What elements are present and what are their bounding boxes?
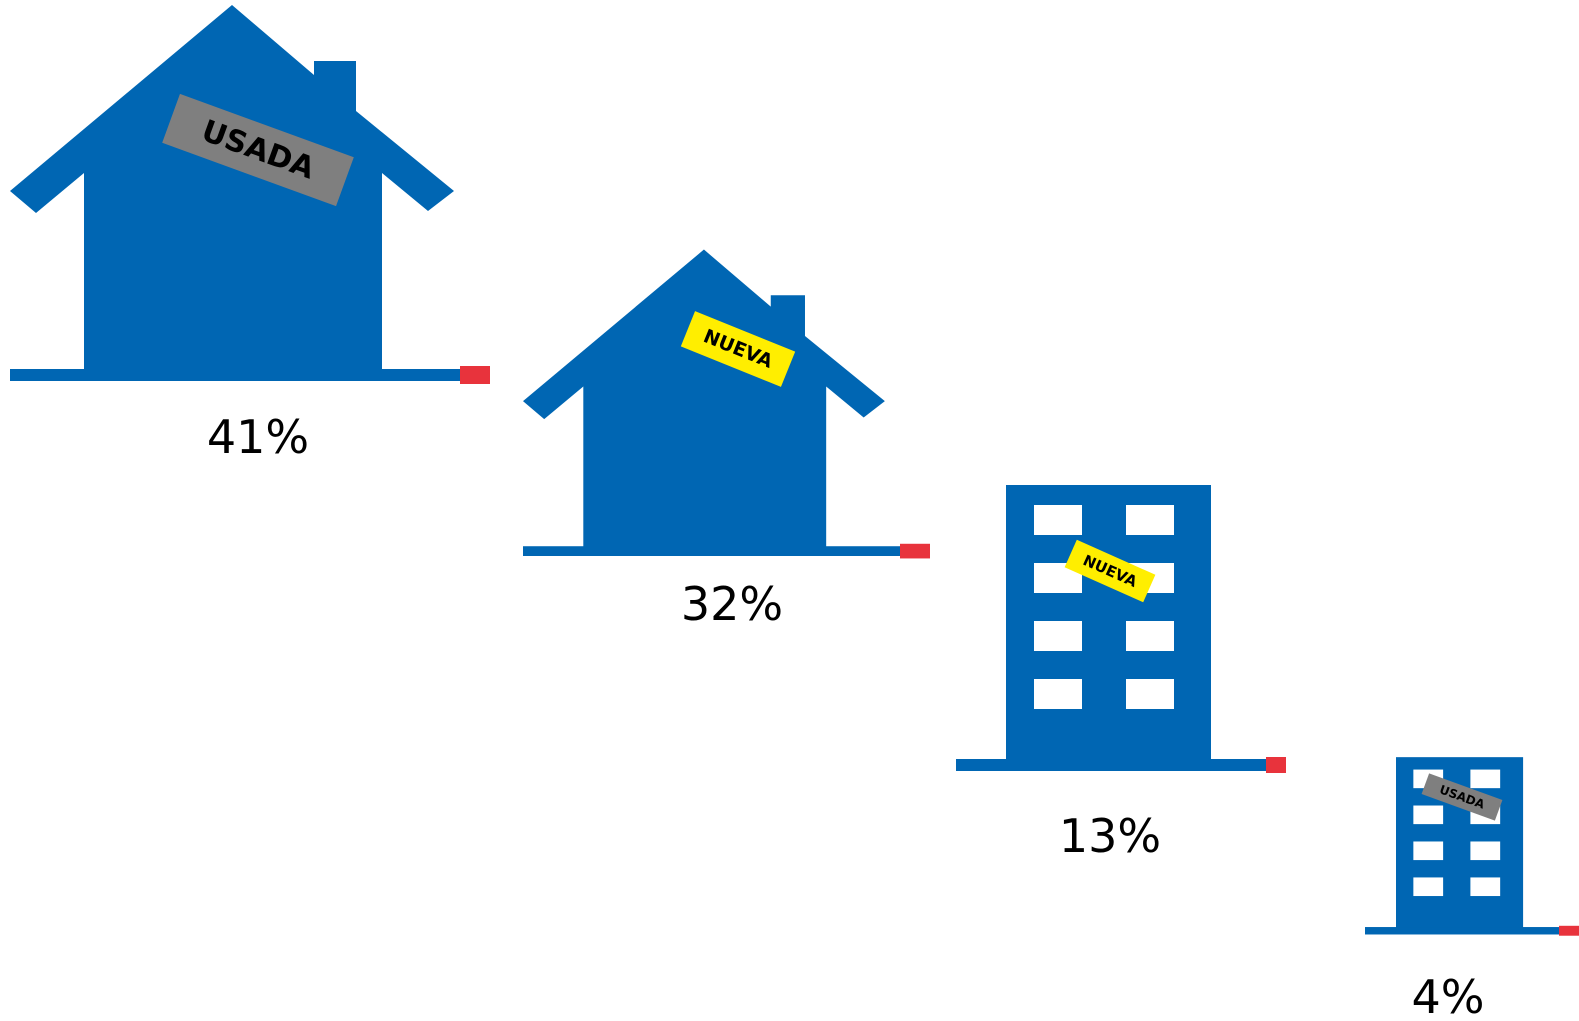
window-2-2-0 [1034, 621, 1082, 651]
value-label-1: 32% [681, 577, 783, 631]
window-3-2-0 [1413, 841, 1444, 861]
window-3-3-1 [1470, 877, 1501, 897]
house-icon-0 [10, 5, 490, 384]
tag-background-0 [162, 93, 354, 207]
tag-background-1 [680, 311, 796, 387]
value-label-3: 4% [1412, 970, 1485, 1021]
apartment-building-icon-3 [1365, 757, 1579, 936]
ground-line-2 [956, 759, 1286, 771]
window-3-2-1 [1470, 841, 1501, 861]
window-2-0-1 [1126, 505, 1174, 535]
ground-line-end-3 [1559, 925, 1579, 936]
window-3-1-0 [1413, 805, 1444, 825]
ground-line-0 [10, 369, 490, 381]
value-label-2: 13% [1059, 809, 1161, 863]
tag-background-2 [1064, 539, 1156, 603]
window-3-3-0 [1413, 877, 1444, 897]
ground-line-end-1 [900, 543, 930, 559]
house-shape-0 [10, 5, 454, 381]
window-2-3-1 [1126, 679, 1174, 709]
window-2-0-0 [1034, 505, 1082, 535]
ground-line-end-0 [460, 366, 490, 384]
ground-line-1 [523, 546, 930, 556]
tag-background-3 [1421, 773, 1503, 821]
window-2-3-0 [1034, 679, 1082, 709]
house-icon-1 [523, 249, 930, 559]
apartment-building-icon-2 [956, 485, 1286, 773]
value-label-0: 41% [207, 410, 309, 464]
ground-line-end-2 [1266, 757, 1286, 773]
ground-line-3 [1365, 927, 1579, 935]
window-3-0-1 [1470, 769, 1501, 789]
window-2-2-1 [1126, 621, 1174, 651]
house-shape-1 [523, 249, 885, 556]
